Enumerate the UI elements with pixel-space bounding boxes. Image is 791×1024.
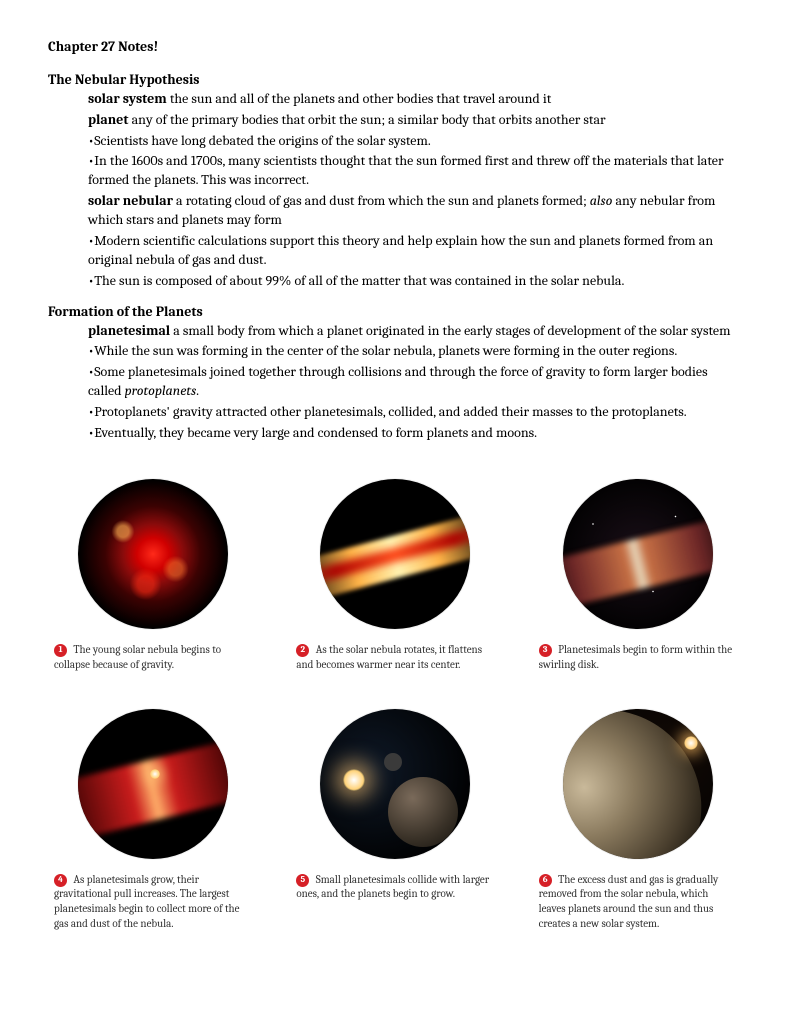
step-number-badge: 3 bbox=[539, 644, 552, 657]
vocab-term: solar nebular bbox=[88, 192, 173, 209]
vocab-term: planetesimal bbox=[88, 322, 170, 339]
body-line: solar system the sun and all of the plan… bbox=[88, 90, 743, 109]
diagram-cell: 6 The excess dust and gas is gradually r… bbox=[539, 709, 737, 932]
vocab-term: solar system bbox=[88, 90, 167, 107]
diagram-caption: 3 Planetesimals begin to form within the… bbox=[539, 643, 737, 673]
step-number-badge: 5 bbox=[296, 874, 309, 887]
step-number-badge: 1 bbox=[54, 644, 67, 657]
diagram-cell: 5 Small planetesimals collide with large… bbox=[296, 709, 494, 932]
diagram-illustration bbox=[320, 709, 470, 859]
body-line: •Scientists have long debated the origin… bbox=[88, 132, 743, 151]
diagram-caption: 4 As planetesimals grow, their gravitati… bbox=[54, 873, 252, 932]
diagram-cell: 2 As the solar nebula rotates, it flatte… bbox=[296, 479, 494, 673]
section-formation: Formation of the Planets planetesimal a … bbox=[48, 303, 743, 443]
diagram-cell: 4 As planetesimals grow, their gravitati… bbox=[54, 709, 252, 932]
body-line: planetesimal a small body from which a p… bbox=[88, 322, 743, 341]
section-heading: The Nebular Hypothesis bbox=[48, 71, 743, 90]
diagram-illustration bbox=[320, 479, 470, 629]
diagram-illustration bbox=[563, 709, 713, 859]
body-line: solar nebular a rotating cloud of gas an… bbox=[88, 192, 743, 230]
body-line: •Protoplanets' gravity attracted other p… bbox=[88, 403, 743, 422]
body-line: •Modern scientific calculations support … bbox=[88, 232, 743, 270]
page-title: Chapter 27 Notes! bbox=[48, 38, 743, 57]
body-line: •Eventually, they became very large and … bbox=[88, 424, 743, 443]
section-nebular: The Nebular Hypothesis solar system the … bbox=[48, 71, 743, 291]
vocab-term: planet bbox=[88, 111, 128, 128]
body-line: •Some planetesimals joined together thro… bbox=[88, 363, 743, 401]
italic-term: protoplanets bbox=[125, 382, 197, 399]
diagram-illustration bbox=[78, 709, 228, 859]
body-line: •While the sun was forming in the center… bbox=[88, 342, 743, 361]
step-number-badge: 6 bbox=[539, 874, 552, 887]
formation-diagram: 1 The young solar nebula begins to colla… bbox=[48, 479, 743, 932]
diagram-cell: 3 Planetesimals begin to form within the… bbox=[539, 479, 737, 673]
section-body: solar system the sun and all of the plan… bbox=[48, 90, 743, 291]
italic-term: also bbox=[590, 192, 613, 209]
step-number-badge: 4 bbox=[54, 874, 67, 887]
diagram-caption: 1 The young solar nebula begins to colla… bbox=[54, 643, 252, 673]
diagram-caption: 6 The excess dust and gas is gradually r… bbox=[539, 873, 737, 932]
step-number-badge: 2 bbox=[296, 644, 309, 657]
diagram-illustration bbox=[78, 479, 228, 629]
diagram-illustration bbox=[563, 479, 713, 629]
section-body: planetesimal a small body from which a p… bbox=[48, 322, 743, 443]
diagram-caption: 5 Small planetesimals collide with large… bbox=[296, 873, 494, 903]
body-line: planet any of the primary bodies that or… bbox=[88, 111, 743, 130]
diagram-caption: 2 As the solar nebula rotates, it flatte… bbox=[296, 643, 494, 673]
section-heading: Formation of the Planets bbox=[48, 303, 743, 322]
body-line: •The sun is composed of about 99% of all… bbox=[88, 272, 743, 291]
body-line: •In the 1600s and 1700s, many scientists… bbox=[88, 152, 743, 190]
diagram-cell: 1 The young solar nebula begins to colla… bbox=[54, 479, 252, 673]
